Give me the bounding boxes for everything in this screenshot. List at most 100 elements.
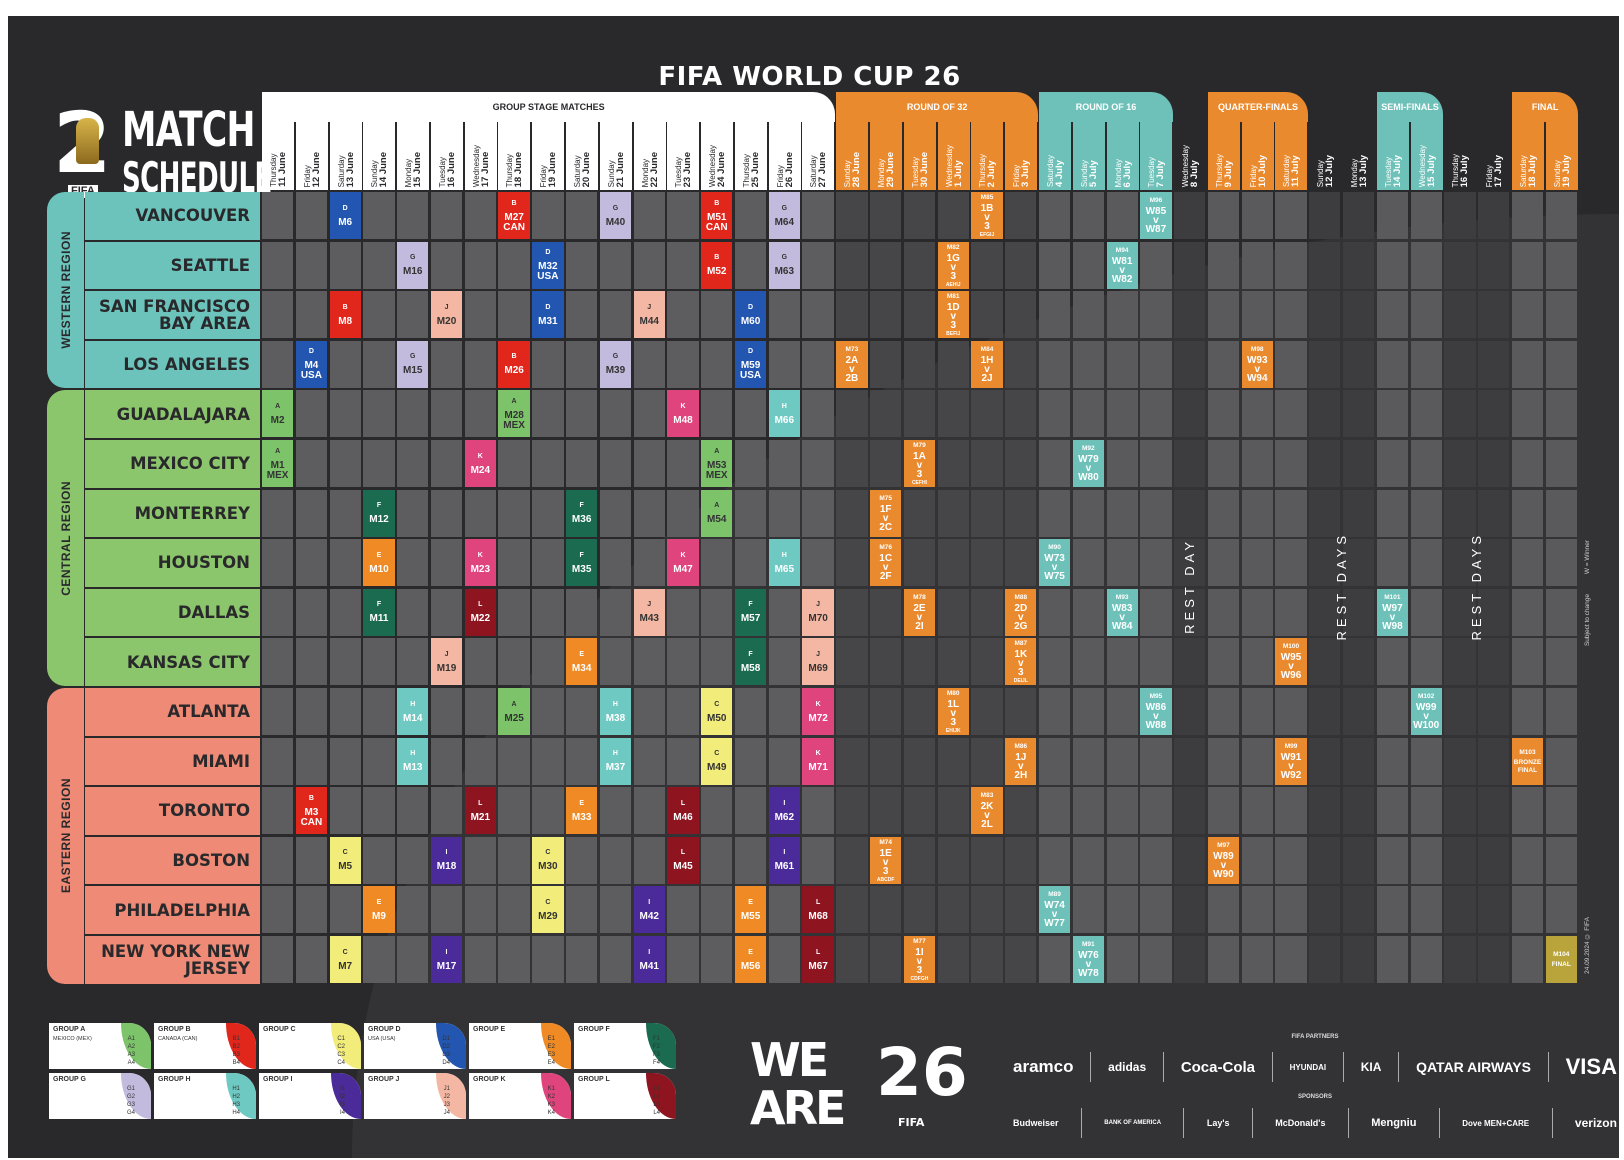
match-cell[interactable]: M93 W83 v W84 [1106, 588, 1138, 636]
match-cell[interactable]: D M4 USA [295, 340, 328, 388]
match-cell[interactable]: M82 1G v 3 AEHIJ [937, 241, 969, 289]
match-cell[interactable]: M87 1K v 3 DEIJL [1005, 638, 1037, 686]
match-cell[interactable]: H M65 [768, 539, 800, 587]
match-cell[interactable]: M84 1H v 2J [971, 340, 1003, 388]
match-cell[interactable]: J M70 [802, 588, 834, 636]
match-cell[interactable]: C M49 [701, 737, 733, 785]
match-cell[interactable]: K M47 [667, 539, 699, 587]
match-cell[interactable]: L M22 [464, 588, 496, 636]
match-cell[interactable]: K M72 [802, 688, 834, 736]
match-cell[interactable]: A M25 [498, 688, 530, 736]
match-cell[interactable]: J M44 [633, 291, 665, 339]
match-cell[interactable]: J M43 [633, 588, 665, 636]
match-cell[interactable]: A M28 MEX [498, 390, 530, 438]
match-cell[interactable]: E M55 [734, 886, 767, 934]
match-cell[interactable]: H M38 [599, 688, 632, 736]
match-cell[interactable]: M94 W81 v W82 [1106, 241, 1138, 289]
match-cell[interactable]: M86 1J v 2H [1005, 737, 1037, 785]
match-cell[interactable]: H M13 [397, 737, 429, 785]
match-cell[interactable]: I M41 [633, 936, 665, 984]
match-cell[interactable]: E M33 [566, 787, 598, 835]
match-cell[interactable]: M103 BRONZE FINAL [1511, 737, 1544, 785]
match-cell[interactable]: K M23 [464, 539, 496, 587]
match-cell[interactable]: L M21 [464, 787, 496, 835]
match-cell[interactable]: G M63 [768, 241, 800, 289]
match-cell[interactable]: M75 1F v 2C [870, 489, 902, 537]
match-cell[interactable]: G M64 [768, 192, 800, 240]
match-cell[interactable]: I M42 [633, 886, 665, 934]
match-cell[interactable]: F M58 [734, 638, 767, 686]
match-cell[interactable]: C M50 [701, 688, 733, 736]
match-cell[interactable]: E M10 [363, 539, 395, 587]
match-cell[interactable]: H M66 [768, 390, 800, 438]
match-cell[interactable]: D M31 [532, 291, 564, 339]
match-cell[interactable]: I M18 [430, 836, 463, 884]
match-cell[interactable]: I M62 [768, 787, 800, 835]
match-cell[interactable]: G M15 [397, 340, 429, 388]
match-cell[interactable]: G M16 [397, 241, 429, 289]
match-cell[interactable]: M90 W73 v W75 [1038, 539, 1071, 587]
match-cell[interactable]: M85 1B v 3 EFGIJ [971, 192, 1003, 240]
match-cell[interactable]: M92 W79 v W80 [1072, 440, 1104, 488]
match-cell[interactable]: E M56 [734, 936, 767, 984]
match-cell[interactable]: L M68 [802, 886, 834, 934]
match-cell[interactable]: A M53 MEX [701, 440, 733, 488]
match-cell[interactable]: M76 1C v 2F [870, 539, 902, 587]
match-cell[interactable]: H M14 [397, 688, 429, 736]
match-cell[interactable]: M73 2A v 2B [836, 340, 868, 388]
match-cell[interactable]: B M8 [329, 291, 361, 339]
match-cell[interactable]: A M54 [701, 489, 733, 537]
match-cell[interactable]: K M24 [464, 440, 496, 488]
match-cell[interactable]: M89 W74 v W77 [1038, 886, 1071, 934]
match-cell[interactable]: M81 1D v 3 BEFIJ [937, 291, 969, 339]
match-cell[interactable]: D M60 [734, 291, 767, 339]
match-cell[interactable]: F M57 [734, 588, 767, 636]
match-cell[interactable]: B M27 CAN [498, 192, 530, 240]
match-cell[interactable]: J M19 [430, 638, 463, 686]
match-cell[interactable]: K M71 [802, 737, 834, 785]
match-cell[interactable]: M100 W95 v W96 [1275, 638, 1307, 686]
match-cell[interactable]: D M6 [329, 192, 361, 240]
match-cell[interactable]: F M11 [363, 588, 395, 636]
match-cell[interactable]: C M30 [532, 836, 564, 884]
match-cell[interactable]: M77 1I v 3 CDFGH [903, 936, 936, 984]
match-cell[interactable]: C M29 [532, 886, 564, 934]
match-cell[interactable]: C M7 [329, 936, 361, 984]
match-cell[interactable]: M97 W89 v W90 [1207, 836, 1240, 884]
match-cell[interactable]: I M61 [768, 836, 800, 884]
match-cell[interactable]: M101 W97 v W98 [1376, 588, 1408, 636]
match-cell[interactable]: H M37 [599, 737, 632, 785]
match-cell[interactable]: M98 W93 v W94 [1241, 340, 1273, 388]
match-cell[interactable]: M99 W91 v W92 [1275, 737, 1307, 785]
match-cell[interactable]: L M45 [667, 836, 699, 884]
match-cell[interactable]: M78 2E v 2I [903, 588, 936, 636]
match-cell[interactable]: A M1 MEX [262, 440, 294, 488]
match-cell[interactable]: E M34 [566, 638, 598, 686]
match-cell[interactable]: A M2 [262, 390, 294, 438]
match-cell[interactable]: M83 2K v 2L [971, 787, 1003, 835]
match-cell[interactable]: M79 1A v 3 CEFHI [903, 440, 936, 488]
match-cell[interactable]: M80 1L v 3 EHIJK [937, 688, 969, 736]
match-cell[interactable]: B M52 [701, 241, 733, 289]
match-cell[interactable]: I M17 [430, 936, 463, 984]
match-cell[interactable]: M74 1E v 3 ABCDF [870, 836, 902, 884]
match-cell[interactable]: K M48 [667, 390, 699, 438]
match-cell[interactable]: B M3 CAN [295, 787, 328, 835]
match-cell[interactable]: F M36 [566, 489, 598, 537]
match-cell[interactable]: J M69 [802, 638, 834, 686]
match-cell[interactable]: D M59 USA [734, 340, 767, 388]
match-cell[interactable]: B M51 CAN [701, 192, 733, 240]
match-cell[interactable]: M96 W85 v W87 [1140, 192, 1172, 240]
match-cell[interactable]: G M39 [599, 340, 632, 388]
match-cell[interactable]: L M67 [802, 936, 834, 984]
match-cell[interactable]: C M5 [329, 836, 361, 884]
match-cell[interactable]: D M32 USA [532, 241, 564, 289]
match-cell[interactable]: F M12 [363, 489, 395, 537]
match-cell[interactable]: B M26 [498, 340, 530, 388]
match-cell[interactable]: E M9 [363, 886, 395, 934]
match-cell[interactable]: M102 W99 v W100 [1410, 688, 1442, 736]
match-cell[interactable]: L M46 [667, 787, 699, 835]
match-cell[interactable]: M95 W86 v W88 [1140, 688, 1172, 736]
match-cell[interactable]: M104 FINAL [1545, 936, 1577, 984]
match-cell[interactable]: G M40 [599, 192, 632, 240]
